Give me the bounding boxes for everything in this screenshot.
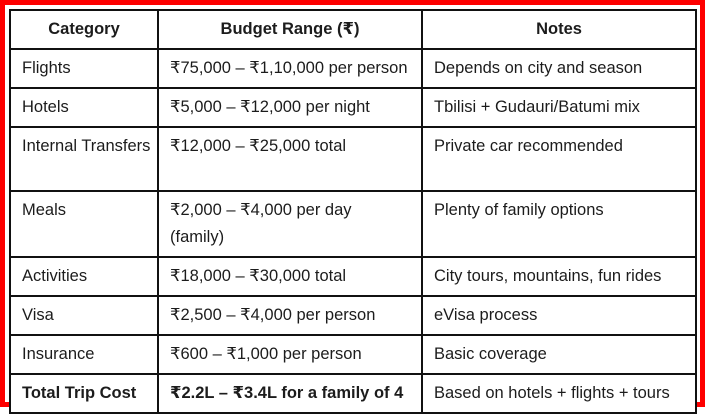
category-cell: Hotels bbox=[9, 87, 159, 128]
category-cell: Meals bbox=[9, 190, 159, 258]
notes-cell: Basic coverage bbox=[421, 334, 697, 375]
column-header-notes: Notes bbox=[421, 9, 697, 50]
budget-cell: ₹5,000 – ₹12,000 per night bbox=[157, 87, 423, 128]
budget-cell: ₹600 – ₹1,000 per person bbox=[157, 334, 423, 375]
category-cell: Internal Transfers bbox=[9, 126, 159, 192]
table-row-flights: Flights ₹75,000 – ₹1,10,000 per person D… bbox=[9, 48, 697, 89]
budget-text: ₹2,500 – ₹4,000 per person bbox=[170, 306, 376, 324]
budget-cell: ₹2,000 – ₹4,000 per day (family) bbox=[157, 190, 423, 258]
table-row-visa: Visa ₹2,500 – ₹4,000 per person eVisa pr… bbox=[9, 295, 697, 336]
category-cell: Total Trip Cost bbox=[9, 373, 159, 414]
category-cell: Insurance bbox=[9, 334, 159, 375]
budget-text: ₹2.2L – ₹3.4L for a family of 4 bbox=[170, 384, 404, 402]
budget-text: ₹18,000 – ₹30,000 total bbox=[170, 267, 347, 285]
category-cell: Visa bbox=[9, 295, 159, 336]
table-row-insurance: Insurance ₹600 – ₹1,000 per person Basic… bbox=[9, 334, 697, 375]
notes-cell: Private car recommended bbox=[421, 126, 697, 192]
category-cell: Activities bbox=[9, 256, 159, 297]
budget-text-line2: (family) bbox=[170, 228, 225, 246]
column-header-category: Category bbox=[9, 9, 159, 50]
table-row-meals: Meals ₹2,000 – ₹4,000 per day (family) Pl… bbox=[9, 190, 697, 258]
budget-cell: ₹2,500 – ₹4,000 per person bbox=[157, 295, 423, 336]
table-row-hotels: Hotels ₹5,000 – ₹12,000 per night Tbilis… bbox=[9, 87, 697, 128]
notes-cell: Tbilisi + Gudauri/Batumi mix bbox=[421, 87, 697, 128]
category-cell: Flights bbox=[9, 48, 159, 89]
notes-cell: Plenty of family options bbox=[421, 190, 697, 258]
notes-cell: Depends on city and season bbox=[421, 48, 697, 89]
budget-text: ₹12,000 – ₹25,000 total bbox=[170, 137, 347, 155]
table-row-internal-transfers: Internal Transfers ₹12,000 – ₹25,000 tot… bbox=[9, 126, 697, 192]
notes-cell: eVisa process bbox=[421, 295, 697, 336]
table-row-activities: Activities ₹18,000 – ₹30,000 total City … bbox=[9, 256, 697, 297]
budget-text: ₹5,000 – ₹12,000 per night bbox=[170, 98, 370, 116]
budget-cell: ₹18,000 – ₹30,000 total bbox=[157, 256, 423, 297]
trip-budget-table: Category Budget Range (₹) Notes Flights … bbox=[9, 9, 697, 414]
budget-cell: ₹75,000 – ₹1,10,000 per person bbox=[157, 48, 423, 89]
budget-text: ₹600 – ₹1,000 per person bbox=[170, 345, 362, 363]
table-row-total-trip-cost: Total Trip Cost ₹2.2L – ₹3.4L for a fami… bbox=[9, 373, 697, 414]
notes-cell: City tours, mountains, fun rides bbox=[421, 256, 697, 297]
column-header-budget-range: Budget Range (₹) bbox=[157, 9, 423, 50]
header-row: Category Budget Range (₹) Notes bbox=[9, 9, 697, 50]
budget-text: ₹2,000 – ₹4,000 per day bbox=[170, 201, 352, 219]
notes-cell: Based on hotels + flights + tours bbox=[421, 373, 697, 414]
budget-text: ₹75,000 – ₹1,10,000 per person bbox=[170, 59, 408, 77]
budget-cell: ₹2.2L – ₹3.4L for a family of 4 bbox=[157, 373, 423, 414]
budget-cell: ₹12,000 – ₹25,000 total bbox=[157, 126, 423, 192]
